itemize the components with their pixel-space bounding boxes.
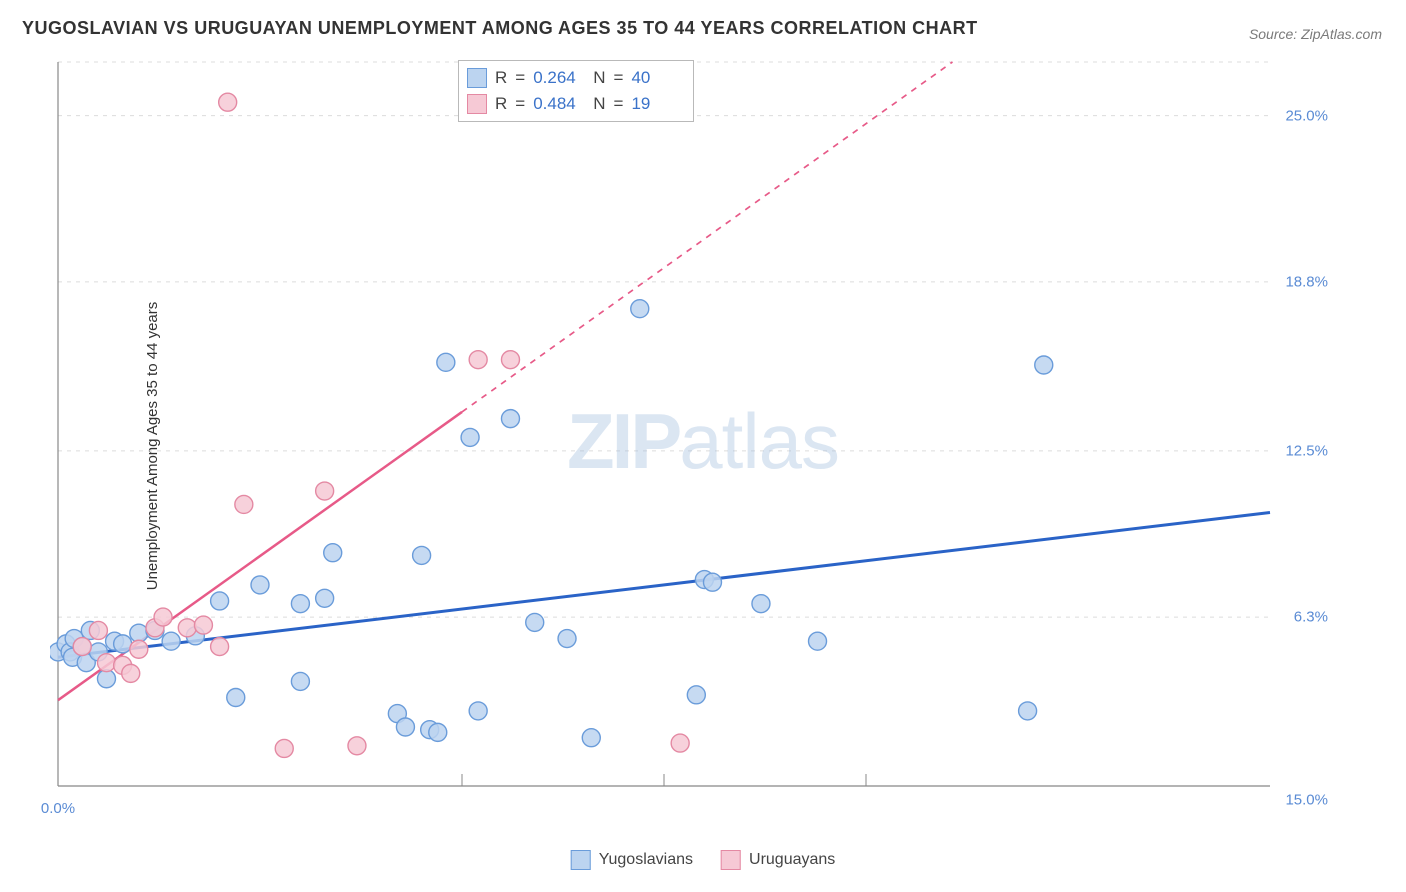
- corr-N-value-2: 19: [631, 91, 683, 117]
- source-citation: Source: ZipAtlas.com: [1249, 26, 1382, 42]
- correlation-stats-box: R = 0.264 N = 40 R = 0.484 N = 19: [458, 60, 694, 122]
- swatch-series1: [467, 68, 487, 88]
- legend-label-1: Yugoslavians: [599, 851, 693, 869]
- corr-eq: =: [515, 91, 525, 117]
- corr-row-series1: R = 0.264 N = 40: [467, 65, 683, 91]
- axis-tick-label: 0.0%: [41, 800, 75, 817]
- legend-swatch-2: [721, 850, 741, 870]
- corr-N-label: N: [593, 65, 605, 91]
- corr-eq: =: [614, 65, 624, 91]
- corr-row-series2: R = 0.484 N = 19: [467, 91, 683, 117]
- corr-eq: =: [515, 65, 525, 91]
- legend-swatch-1: [571, 850, 591, 870]
- corr-eq: =: [614, 91, 624, 117]
- corr-R-label: R: [495, 91, 507, 117]
- axis-tick-label: 6.3%: [1294, 609, 1328, 626]
- legend-item-1: Yugoslavians: [571, 850, 693, 870]
- legend-item-2: Uruguayans: [721, 850, 835, 870]
- axis-tick-label: 12.5%: [1285, 442, 1328, 459]
- scatter-plot: [50, 58, 1340, 828]
- corr-R-value-1: 0.264: [533, 65, 585, 91]
- legend: Yugoslavians Uruguayans: [571, 850, 836, 870]
- axis-tick-label: 25.0%: [1285, 107, 1328, 124]
- chart-title: YUGOSLAVIAN VS URUGUAYAN UNEMPLOYMENT AM…: [22, 18, 978, 39]
- corr-N-value-1: 40: [631, 65, 683, 91]
- axis-tick-label: 15.0%: [1285, 792, 1328, 809]
- corr-N-label: N: [593, 91, 605, 117]
- corr-R-value-2: 0.484: [533, 91, 585, 117]
- corr-R-label: R: [495, 65, 507, 91]
- axis-tick-label: 18.8%: [1285, 273, 1328, 290]
- swatch-series2: [467, 94, 487, 114]
- legend-label-2: Uruguayans: [749, 851, 835, 869]
